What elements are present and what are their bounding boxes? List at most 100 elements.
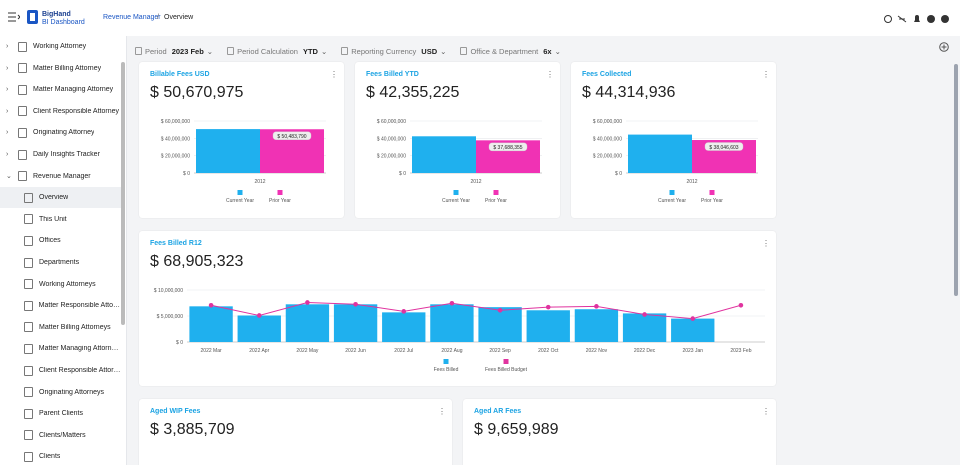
sidebar-item[interactable]: Matter Billing Attorneys xyxy=(0,316,121,338)
bar xyxy=(196,129,260,173)
item-label: Matter Billing Attorneys xyxy=(39,323,111,331)
sidebar-item[interactable]: Offices xyxy=(0,230,121,252)
card-title: Fees Billed R12 xyxy=(150,240,202,247)
sidebar-item[interactable]: Departments xyxy=(0,252,121,273)
legend-label: Fees Billed xyxy=(434,367,459,373)
item-icon xyxy=(24,214,33,225)
item-icon xyxy=(24,387,33,398)
breadcrumb-link[interactable]: Revenue Manager xyxy=(103,14,161,21)
item-icon xyxy=(24,257,33,268)
legend-swatch xyxy=(237,190,243,195)
y-tick-label: $ 20,000,000 xyxy=(377,154,406,160)
dropdown-arrow: ⌄ xyxy=(440,46,447,56)
filter[interactable]: Period 2023 Feb ⌄ xyxy=(135,47,213,56)
bar xyxy=(622,313,667,342)
legend-label: Prior Year xyxy=(701,198,723,204)
item-icon xyxy=(24,192,33,203)
sidebar-item[interactable]: Clients xyxy=(0,446,121,465)
sidebar-item[interactable]: Matter Managing Attorney... xyxy=(0,338,121,360)
sidebar-item[interactable]: Working Attorneys xyxy=(0,273,121,295)
dropdown-arrow: ⌄ xyxy=(206,46,214,56)
item-label: Working Attorneys xyxy=(39,280,96,288)
main: Period 2023 Feb ⌄ Period Calculation YTD ⌄ Rep… xyxy=(127,36,960,465)
legend-swatch xyxy=(443,359,449,364)
line-point xyxy=(497,307,503,313)
sidebar-item[interactable]: Client Responsible Attorn... xyxy=(0,360,121,381)
y-tick-label: $ 40,000,000 xyxy=(593,136,622,142)
sidebar-item[interactable]: This Unit xyxy=(0,208,121,230)
logo-icon xyxy=(27,10,38,24)
item-icon xyxy=(18,171,27,182)
menu-icon[interactable] xyxy=(8,12,20,22)
legend-swatch xyxy=(709,190,715,195)
line-point xyxy=(738,302,744,308)
sidebar: › Working Attorney › Matter Billing Attorne… xyxy=(0,36,127,465)
sidebar-item[interactable]: › Matter Billing Attorney xyxy=(0,57,121,79)
item-icon xyxy=(18,149,27,160)
sidebar-item[interactable]: › Working Attorney xyxy=(0,36,121,57)
value-label-box xyxy=(488,142,528,152)
bar xyxy=(671,318,715,342)
line-point xyxy=(401,309,407,314)
item-icon xyxy=(24,235,33,246)
breadcrumb-current: Overview xyxy=(164,14,194,21)
x-tick-label: 2022 Sep xyxy=(489,348,511,354)
card-value: $ 3,885,709 xyxy=(150,421,235,438)
line-point xyxy=(690,316,696,321)
x-tick-label: 2022 Mar xyxy=(201,348,222,354)
filter[interactable]: Period Calculation YTD ⌄ xyxy=(227,47,327,56)
chart: $ 0 $ 5,000,000 $ 10,000,000 2022 Mar 2022 A… xyxy=(154,288,765,373)
line-point xyxy=(545,304,551,310)
sidebar-item[interactable]: ⌄ Revenue Manager xyxy=(0,165,121,187)
sidebar-item[interactable]: › Originating Attorney xyxy=(0,122,121,144)
legend-swatch xyxy=(669,190,675,195)
sidebar-item[interactable]: Matter Responsible Attorn... xyxy=(0,295,121,317)
y-tick-label: $ 40,000,000 xyxy=(161,136,190,142)
card-value: $ 9,659,989 xyxy=(474,421,559,438)
sidebar-item[interactable]: › Daily Insights Tracker xyxy=(0,144,121,165)
card-menu[interactable]: ⋮ xyxy=(762,70,770,79)
card: Aged WIP Fees $ 3,885,709 ⋮ xyxy=(139,399,452,465)
card-menu[interactable]: ⋮ xyxy=(762,239,770,248)
filter[interactable]: Office & Department 6x ⌄ xyxy=(460,47,561,56)
sidebar-item[interactable]: Overview xyxy=(0,187,121,209)
sidebar-item[interactable]: Originating Attorneys xyxy=(0,381,121,403)
expand-arrow: › xyxy=(6,151,9,158)
sidebar-item[interactable]: › Matter Managing Attorney xyxy=(0,79,121,101)
sidebar-item[interactable]: Clients/Matters xyxy=(0,424,121,446)
card: Fees Collected $ 44,314,936 ⋮ $ 0 $ 20,000,0… xyxy=(571,62,776,218)
x-tick-label: 2012 xyxy=(254,179,265,185)
item-label: Client Responsible Attorney xyxy=(33,107,119,115)
header-icons[interactable] xyxy=(883,14,953,24)
card-title: Aged WIP Fees xyxy=(150,408,201,415)
add-button[interactable] xyxy=(939,42,949,52)
card-menu[interactable]: ⋮ xyxy=(438,407,446,416)
y-tick-label: $ 5,000,000 xyxy=(157,314,184,320)
item-icon xyxy=(24,451,33,462)
y-tick-label: $ 60,000,000 xyxy=(377,119,406,125)
x-tick-label: 2022 Dec xyxy=(634,348,656,354)
y-tick-label: $ 0 xyxy=(399,171,406,177)
card-menu[interactable]: ⋮ xyxy=(762,407,770,416)
bar xyxy=(526,310,570,342)
filter-value: 2023 Feb xyxy=(171,46,204,56)
item-icon xyxy=(18,106,27,117)
x-tick-label: 2022 Oct xyxy=(538,348,559,354)
sidebar-item[interactable]: › Client Responsible Attorney xyxy=(0,100,121,122)
scrollbar xyxy=(121,62,125,325)
filter-bar: Period 2023 Feb ⌄ Period Calculation YTD ⌄ Rep… xyxy=(135,42,835,56)
card-menu[interactable]: ⋮ xyxy=(546,70,554,79)
expand-arrow: › xyxy=(6,64,9,72)
filter[interactable]: Reporting Currency USD ⌄ xyxy=(341,47,446,56)
item-icon xyxy=(24,343,33,354)
item-icon xyxy=(24,300,33,311)
filter-icon xyxy=(135,47,142,55)
item-label: Matter Responsible Attorn... xyxy=(38,302,121,310)
y-tick-label: $ 40,000,000 xyxy=(377,136,406,142)
sidebar-item[interactable]: Parent Clients xyxy=(0,403,121,425)
item-label: Matter Managing Attorney... xyxy=(38,345,121,353)
y-tick-label: $ 20,000,000 xyxy=(593,154,622,160)
line-point xyxy=(305,300,310,305)
card-menu[interactable]: ⋮ xyxy=(330,70,338,79)
